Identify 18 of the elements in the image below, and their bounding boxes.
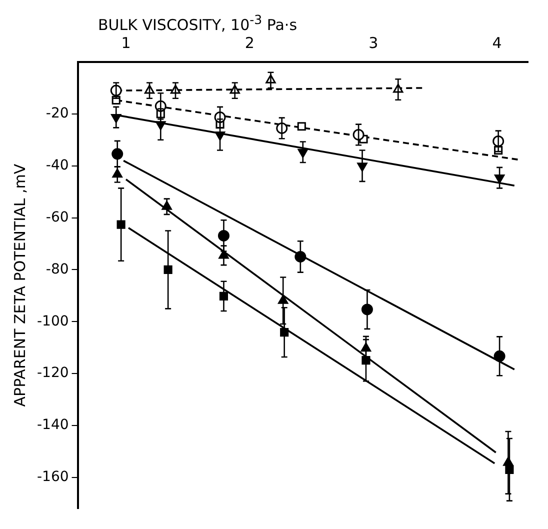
x-tick-label: 2 (244, 34, 254, 52)
point (494, 350, 506, 362)
point (294, 250, 306, 262)
y-tick-label: -100 (36, 313, 69, 330)
point (278, 294, 288, 304)
y-tick-label: -40 (46, 158, 69, 174)
x-tick-label: 3 (368, 34, 378, 52)
x-tick-label: 4 (492, 34, 502, 52)
point (297, 122, 306, 131)
y-axis-title: APPARENT ZETA POTENTIAL ,mV (10, 163, 29, 407)
y-tick-label: -160 (36, 469, 69, 486)
y-tick-label: -120 (36, 365, 69, 382)
y-tick-label: -140 (36, 417, 69, 434)
y-tick-label: -60 (46, 209, 69, 226)
y-tick-label: -20 (46, 106, 69, 122)
x-axis-title: BULK VISCOSITY, 10$^{-3}$ Pa·s (97, 11, 298, 34)
y-tick-label: -80 (46, 261, 69, 278)
x-tick-label: 1 (121, 34, 131, 52)
